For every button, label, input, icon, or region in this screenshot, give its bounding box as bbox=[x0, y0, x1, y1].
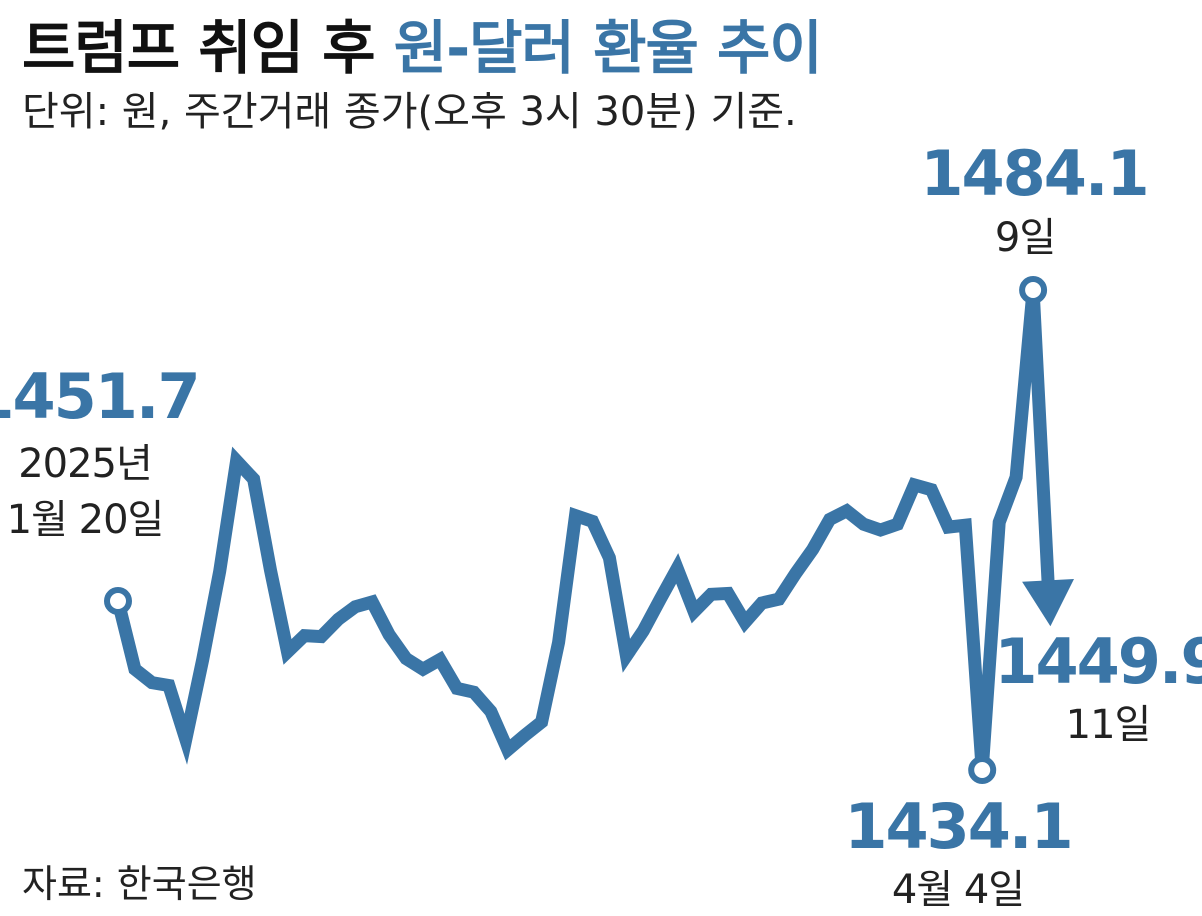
min-value-label: 1434.1 bbox=[844, 790, 1071, 863]
start-year-label: 2025년 bbox=[18, 441, 152, 487]
max-point-marker bbox=[1019, 276, 1048, 304]
title-part2: 원-달러 환율 추이 bbox=[394, 14, 822, 82]
max-value-label: 1484.1 bbox=[920, 137, 1147, 210]
chart-subtitle: 단위: 원, 주간거래 종가(오후 3시 30분) 기준. bbox=[22, 89, 797, 135]
chart-title: 트럼프 취임 후 원-달러 환율 추이 bbox=[22, 14, 822, 82]
source-note: 자료: 한국은행 bbox=[22, 862, 257, 906]
arrow-head-icon bbox=[1022, 579, 1074, 627]
start-date-label: 1월 20일 bbox=[7, 497, 164, 543]
title-part1: 트럼프 취임 후 bbox=[22, 14, 394, 82]
min-date-label: 4월 4일 bbox=[892, 867, 1024, 913]
max-date-label: 9일 bbox=[995, 215, 1055, 261]
start-point-marker bbox=[104, 587, 132, 615]
min-point-marker bbox=[968, 756, 997, 784]
end-value-label: 1449.9 bbox=[994, 625, 1202, 698]
start-value-label: 1451.7 bbox=[0, 360, 199, 433]
series-line bbox=[111, 289, 1055, 771]
end-date-label: 11일 bbox=[1066, 702, 1151, 748]
